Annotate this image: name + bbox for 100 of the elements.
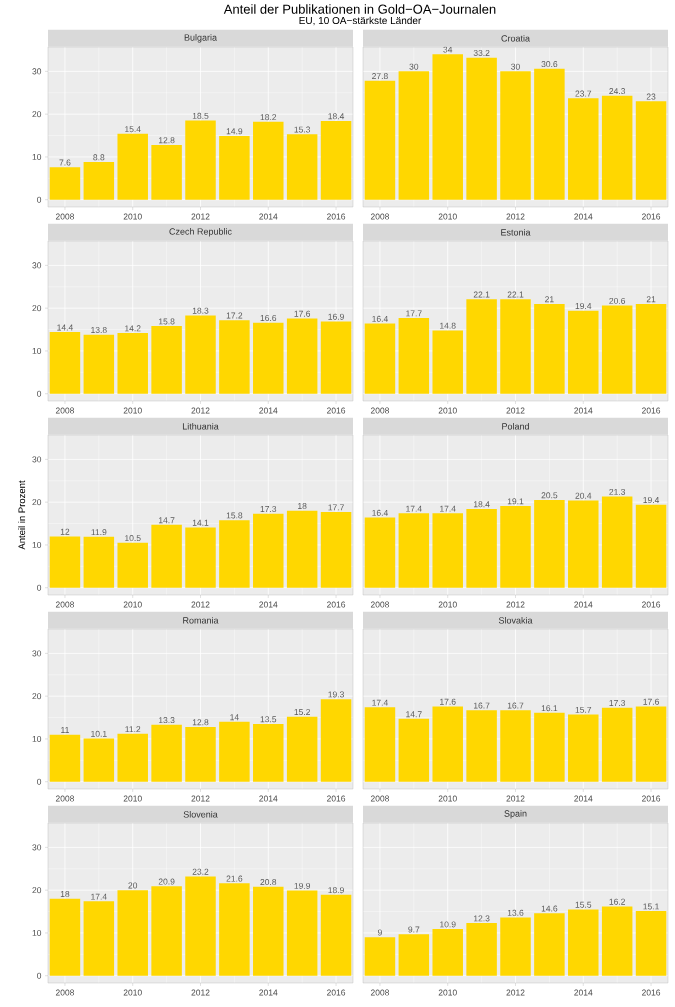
data-label: 12: [60, 528, 70, 535]
bar: [253, 322, 284, 394]
data-label: 20: [128, 882, 138, 889]
data-label: 17.7: [406, 310, 422, 317]
y-tick-label: 10: [32, 153, 42, 160]
data-label: 16.9: [328, 313, 344, 320]
chart-title: Slovenia: [183, 810, 218, 818]
chart-title: Estonia: [501, 228, 531, 236]
data-label: 7.6: [59, 159, 71, 166]
data-label: 16.2: [609, 898, 626, 905]
data-label: 14.8: [440, 322, 456, 329]
data-label: 16.4: [372, 315, 388, 322]
data-label: 14.1: [192, 519, 209, 526]
bar: [466, 57, 497, 200]
bar: [398, 513, 430, 588]
bar: [185, 527, 216, 588]
bar: [364, 707, 396, 782]
x-tick-label: 2016: [327, 989, 346, 996]
bar: [500, 917, 531, 976]
y-tick-label: 10: [32, 929, 42, 936]
bar: [466, 710, 497, 782]
bar: [49, 898, 81, 976]
data-label: 15.8: [158, 318, 175, 325]
data-label: 34: [443, 46, 453, 53]
bar: [49, 167, 81, 200]
x-tick-label: 2010: [438, 795, 457, 802]
bar: [83, 334, 115, 394]
data-label: 18: [298, 503, 307, 510]
data-label: 21: [646, 296, 656, 303]
x-tick-label: 2010: [123, 989, 142, 996]
data-label: 17.6: [294, 310, 311, 317]
x-tick-label: 2010: [123, 601, 142, 608]
y-tick-label: 30: [32, 68, 42, 75]
data-label: 12.8: [192, 719, 209, 726]
y-tick-label: 30: [32, 844, 42, 851]
data-label: 14: [230, 714, 239, 721]
x-tick-label: 2012: [191, 213, 210, 220]
x-tick-label: 2014: [574, 407, 593, 414]
x-tick-label: 2016: [327, 601, 346, 608]
y-tick-label: 10: [32, 347, 42, 354]
bar: [151, 144, 182, 200]
bar: [500, 299, 531, 394]
bar: [601, 707, 633, 782]
chart-title: Poland: [502, 422, 529, 430]
data-label: 13.3: [158, 717, 175, 724]
x-tick-label: 2008: [370, 989, 390, 996]
data-label: 18.3: [192, 307, 209, 314]
bar: [500, 506, 531, 588]
data-label: 17.2: [226, 312, 243, 319]
data-label: 15.8: [226, 512, 243, 519]
bar: [185, 876, 216, 976]
bar: [432, 706, 463, 782]
bar: [432, 330, 463, 394]
bar: [320, 121, 352, 200]
data-label: 19.9: [294, 882, 311, 889]
x-tick-label: 2014: [574, 989, 593, 996]
data-label: 11.2: [125, 726, 141, 733]
data-label: 23.2: [192, 868, 209, 875]
bar: [83, 536, 115, 588]
x-tick-label: 2012: [506, 795, 525, 802]
data-label: 17.3: [260, 506, 277, 513]
bar: [117, 890, 148, 976]
data-label: 30: [409, 63, 419, 70]
data-label: 17.4: [406, 505, 422, 512]
bar: [185, 315, 216, 394]
x-tick-label: 2008: [55, 407, 75, 414]
y-tick-label: 20: [32, 499, 42, 506]
data-label: 16.7: [473, 702, 490, 709]
data-label: 17.4: [440, 505, 456, 512]
y-tick-label: 0: [37, 584, 42, 591]
data-label: 14.7: [158, 517, 175, 524]
bar: [568, 714, 599, 782]
data-label: 20.6: [609, 297, 626, 304]
bar: [320, 894, 352, 976]
data-label: 22.1: [473, 291, 490, 298]
y-axis-title: Anteil in Prozent: [18, 480, 26, 550]
data-label: 10.5: [125, 535, 141, 542]
chart-title: Bulgaria: [184, 34, 217, 43]
y-tick-label: 20: [32, 693, 42, 700]
data-label: 20.5: [541, 492, 558, 499]
chart-title: Lithuania: [182, 422, 219, 430]
bar: [364, 80, 396, 200]
bar: [635, 911, 667, 976]
x-tick-label: 2012: [191, 601, 210, 608]
x-tick-label: 2016: [642, 795, 661, 802]
x-tick-label: 2010: [123, 407, 142, 414]
x-tick-label: 2016: [327, 795, 346, 802]
data-label: 14.4: [57, 324, 73, 331]
data-label: 21: [545, 296, 554, 303]
bar: [320, 699, 352, 782]
x-tick-label: 2010: [438, 407, 457, 414]
data-label: 21.6: [226, 875, 243, 882]
x-tick-label: 2014: [574, 795, 593, 802]
data-label: 20.9: [158, 878, 175, 885]
data-label: 17.6: [643, 698, 659, 705]
bar: [534, 913, 565, 976]
bar: [534, 500, 565, 588]
data-label: 30: [511, 63, 520, 70]
data-label: 15.1: [643, 903, 659, 910]
data-label: 24.3: [609, 88, 626, 95]
